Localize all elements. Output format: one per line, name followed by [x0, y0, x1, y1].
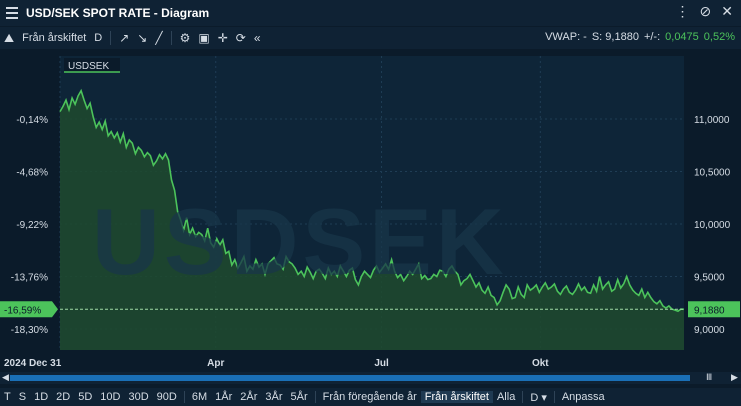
x-tick-label: 2024 Dec 31 [4, 358, 62, 369]
trend-compare-icon[interactable]: ↘ [137, 31, 148, 45]
legend-box [64, 58, 120, 72]
current-pct-tag [0, 301, 58, 318]
scroll-left-icon[interactable]: ◀ [2, 372, 9, 382]
y-right-tick-label: 11,0000 [694, 115, 730, 126]
y-left-tick-label: -0,14% [16, 115, 48, 126]
range-buttons: T S 1D 2D 5D 10D 30D 90D 6M 1År 2År 3År 5År Från före… [0, 388, 741, 406]
range-button[interactable]: 10D [100, 391, 121, 403]
menu-icon[interactable] [6, 7, 18, 19]
chart-toolbar: ⛰ Från årskiftet D ↗ ↘ ╱ ⚙ ▣ ✛ ⟳ « VWAP:… [0, 27, 741, 49]
vwap-label: VWAP: - [545, 31, 587, 43]
y-right-tick-label: 10,0000 [694, 220, 731, 231]
line-tool-icon[interactable]: ╱ [155, 31, 163, 45]
scroll-right-icon[interactable]: ▶ [731, 372, 738, 382]
trend-add-icon[interactable]: ↗ [119, 31, 130, 45]
separator [183, 391, 185, 403]
range-button[interactable]: 90D [156, 391, 177, 403]
quote-summary: VWAP: - S: 9,1880 +/-: 0,0475 0,52% [545, 31, 735, 43]
x-tick-label: Jul [374, 358, 389, 369]
range-label[interactable]: Från årskiftet [22, 32, 87, 44]
range-button[interactable]: Från årskiftet [420, 391, 493, 403]
y-left-tick-label: -9,22% [16, 220, 48, 231]
range-button[interactable]: 5D [78, 391, 93, 403]
crosshair-icon[interactable]: ✛ [217, 31, 228, 45]
range-button[interactable]: Anpassa [561, 391, 605, 403]
current-pct-label: -16,59% [4, 305, 41, 316]
y-right-tick-label: 10,5000 [694, 168, 731, 179]
scroll-grip-icon[interactable]: Ⅲ [706, 372, 713, 382]
spot-label: S: 9,1880 [591, 31, 639, 43]
range-button[interactable]: 30D [128, 391, 149, 403]
range-button[interactable]: T [4, 391, 11, 403]
chart-area[interactable]: USDSEK 11,0000 10,5000 10,0000 9,5000 9,0000… [0, 50, 741, 370]
price-chart[interactable]: 11,0000 10,5000 10,0000 9,5000 9,0000 -0,14% -… [0, 50, 741, 370]
series-line [59, 88, 685, 313]
current-value-tag [688, 301, 740, 318]
scroll-thumb[interactable] [10, 375, 690, 381]
info-box-icon[interactable]: ▣ [198, 31, 210, 45]
y-left-tick-label: -13,76% [11, 272, 48, 283]
range-button[interactable]: D ▾ [530, 391, 547, 404]
range-button[interactable]: 3År [265, 391, 283, 403]
x-tick-label: Okt [532, 358, 549, 369]
y-left-tick-label: -4,68% [16, 167, 48, 178]
separator [553, 391, 555, 403]
separator [314, 391, 316, 403]
chart-type-icon[interactable]: ⛰ [4, 30, 15, 45]
change-label: +/-: [643, 31, 661, 43]
y-right-tick-label: 9,5000 [694, 273, 725, 284]
range-button[interactable]: 1D [34, 391, 49, 403]
settings-icon[interactable]: ⚙ [179, 31, 191, 45]
legend-entry: USDSEK [68, 61, 109, 72]
change-abs: 0,0475 [665, 31, 699, 43]
change-pct: 0,52% [703, 31, 735, 43]
window-title: USD/SEK SPOT RATE - Diagram [26, 6, 210, 20]
unlink-icon[interactable]: ⊘ [699, 3, 712, 19]
separator [522, 391, 524, 403]
series-area [60, 90, 684, 350]
collapse-icon[interactable]: « [253, 31, 261, 45]
range-button[interactable]: 6M [191, 391, 208, 403]
chart-watermark: USDSEK [92, 189, 508, 294]
range-button[interactable]: 2D [56, 391, 71, 403]
range-button[interactable]: 2År [240, 391, 258, 403]
more-options-icon[interactable]: ⋮ [675, 3, 690, 19]
time-scrollbar[interactable]: ◀ Ⅲ ▶ [0, 372, 741, 384]
range-button[interactable]: Från föregående år [322, 391, 417, 403]
range-button[interactable]: 1År [215, 391, 233, 403]
current-value-label: 9,1880 [694, 305, 725, 316]
separator [110, 31, 112, 45]
y-right-tick-label: 9,0000 [694, 325, 725, 336]
y-left-tick-label: -18,30% [11, 325, 48, 336]
x-tick-label: Apr [207, 358, 224, 369]
range-button[interactable]: Alla [496, 391, 516, 403]
range-button[interactable]: S [18, 391, 27, 403]
refresh-icon[interactable]: ⟳ [235, 31, 246, 45]
title-bar: USD/SEK SPOT RATE - Diagram ⋮ ⊘ ✕ [0, 0, 741, 26]
range-button[interactable]: 5År [290, 391, 308, 403]
separator [170, 31, 172, 45]
close-icon[interactable]: ✕ [721, 3, 733, 19]
interval-label[interactable]: D [94, 32, 103, 44]
